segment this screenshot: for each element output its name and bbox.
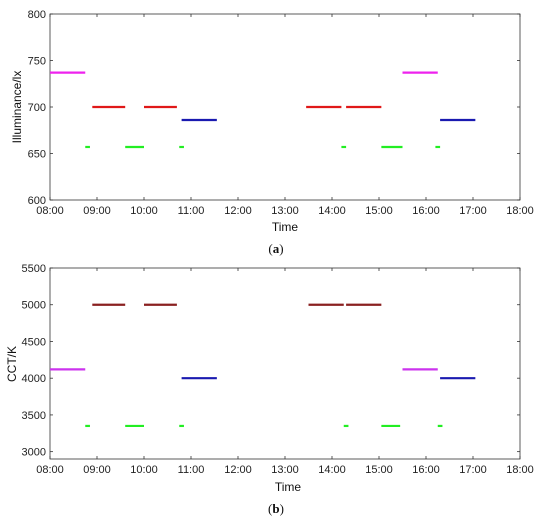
- x-tick-label: 14:00: [318, 464, 346, 476]
- y-tick-label: 4500: [22, 336, 46, 348]
- x-tick-label: 11:00: [178, 464, 205, 476]
- x-tick-label: 08:00: [36, 464, 64, 476]
- x-tick-label: 17:00: [459, 464, 487, 476]
- y-tick-label: 4000: [22, 373, 46, 385]
- panel-b-cct-chart: 08:00 09:00 10:00 11:00 12:00 13:00 14:00 15:00…: [5, 263, 534, 516]
- y-tick-label: 5500: [22, 263, 46, 275]
- panel-letter: b: [272, 501, 279, 516]
- x-tick-label: 17:00: [459, 205, 487, 217]
- y-axis-title: Illuminance/lx: [10, 71, 24, 144]
- x-tick-label: 18:00: [506, 464, 534, 476]
- x-axis-title: Time: [272, 220, 299, 234]
- panel-label: (a): [268, 241, 283, 256]
- x-tick-label: 15:00: [365, 205, 393, 217]
- chart-axes: 08:00 09:00 10:00 11:00 12:00 13:00 14:00 15:00…: [28, 9, 534, 217]
- x-tick-label: 09:00: [83, 205, 111, 217]
- x-tick-label: 12:00: [224, 205, 252, 217]
- x-tick-label: 11:00: [178, 205, 205, 217]
- y-tick-label: 5000: [22, 300, 46, 312]
- chart-axes: 08:00 09:00 10:00 11:00 12:00 13:00 14:00 15:00…: [22, 263, 534, 476]
- panel-label: (b): [268, 501, 284, 516]
- x-tick-label: 13:00: [271, 464, 299, 476]
- x-tick-label: 09:00: [83, 464, 111, 476]
- x-tick-label: 12:00: [224, 464, 252, 476]
- y-tick-label: 750: [28, 56, 46, 68]
- x-tick-label: 10:00: [130, 464, 158, 476]
- x-axis-title: Time: [275, 480, 302, 494]
- y-tick-label: 3500: [22, 410, 46, 422]
- x-tick-label: 13:00: [271, 205, 299, 217]
- x-tick-label: 10:00: [130, 205, 158, 217]
- chart-marks: [50, 71, 476, 149]
- x-tick-label: 08:00: [36, 205, 64, 217]
- x-tick-label: 15:00: [365, 464, 393, 476]
- y-tick-label: 800: [28, 9, 46, 21]
- x-tick-label: 14:00: [318, 205, 346, 217]
- y-tick-label: 700: [28, 102, 46, 114]
- plot-area-frame: [49, 267, 521, 460]
- x-tick-label: 16:00: [412, 205, 440, 217]
- x-tick-label: 16:00: [412, 464, 440, 476]
- y-axis-title: CCT/K: [5, 346, 19, 382]
- y-tick-label: 650: [28, 149, 46, 161]
- y-tick-label: 600: [28, 195, 46, 207]
- y-tick-label: 3000: [22, 447, 46, 459]
- chart-marks: [50, 303, 476, 428]
- panel-a-illuminance-chart: 08:00 09:00 10:00 11:00 12:00 13:00 14:00 15:00…: [10, 9, 534, 256]
- panel-letter: a: [273, 241, 280, 256]
- x-tick-label: 18:00: [506, 205, 534, 217]
